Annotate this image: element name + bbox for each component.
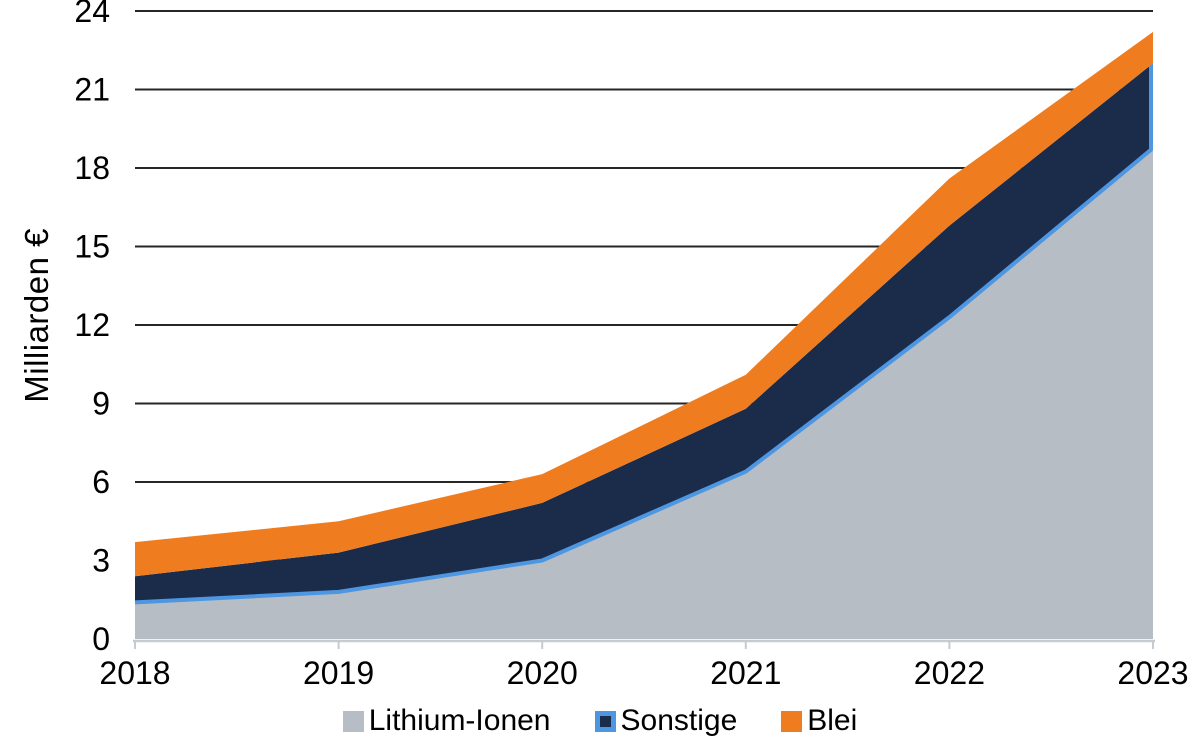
x-tick-label: 2021 [710,655,781,691]
legend-item-lithium-ionen: Lithium-Ionen [342,704,551,738]
x-tick-label: 2022 [914,655,985,691]
y-tick-label: 3 [92,543,110,579]
y-tick-label: 24 [74,0,110,29]
x-tick-label: 2018 [99,655,170,691]
legend-item-blei: Blei [781,704,857,738]
y-tick-label: 12 [74,307,110,343]
legend-item-sonstige: Sonstige [594,704,738,738]
y-tick-label: 18 [74,150,110,186]
legend-swatch-blei [781,710,803,732]
legend-swatch-sonstige [594,710,616,732]
area-sonstige [135,63,1153,603]
y-tick-label: 21 [74,72,110,108]
area-lithium-ionen [135,149,1153,639]
y-tick-label: 0 [92,621,110,657]
series-border-sonstige [134,63,1153,605]
y-tick-label: 6 [92,464,110,500]
legend-label: Blei [807,704,858,737]
legend-swatch-lithium-ionen [342,710,364,732]
chart-legend: Lithium-Ionen Sonstige Blei [0,704,1200,738]
legend-label: Sonstige [620,704,738,737]
y-tick-label: 9 [92,386,110,422]
legend-label: Lithium-Ionen [368,704,551,737]
y-tick-label: 15 [74,229,110,265]
x-tick-label: 2020 [507,655,578,691]
x-tick-label: 2019 [303,655,374,691]
y-axis-title: Milliarden € [18,228,55,403]
x-tick-label: 2023 [1117,655,1188,691]
